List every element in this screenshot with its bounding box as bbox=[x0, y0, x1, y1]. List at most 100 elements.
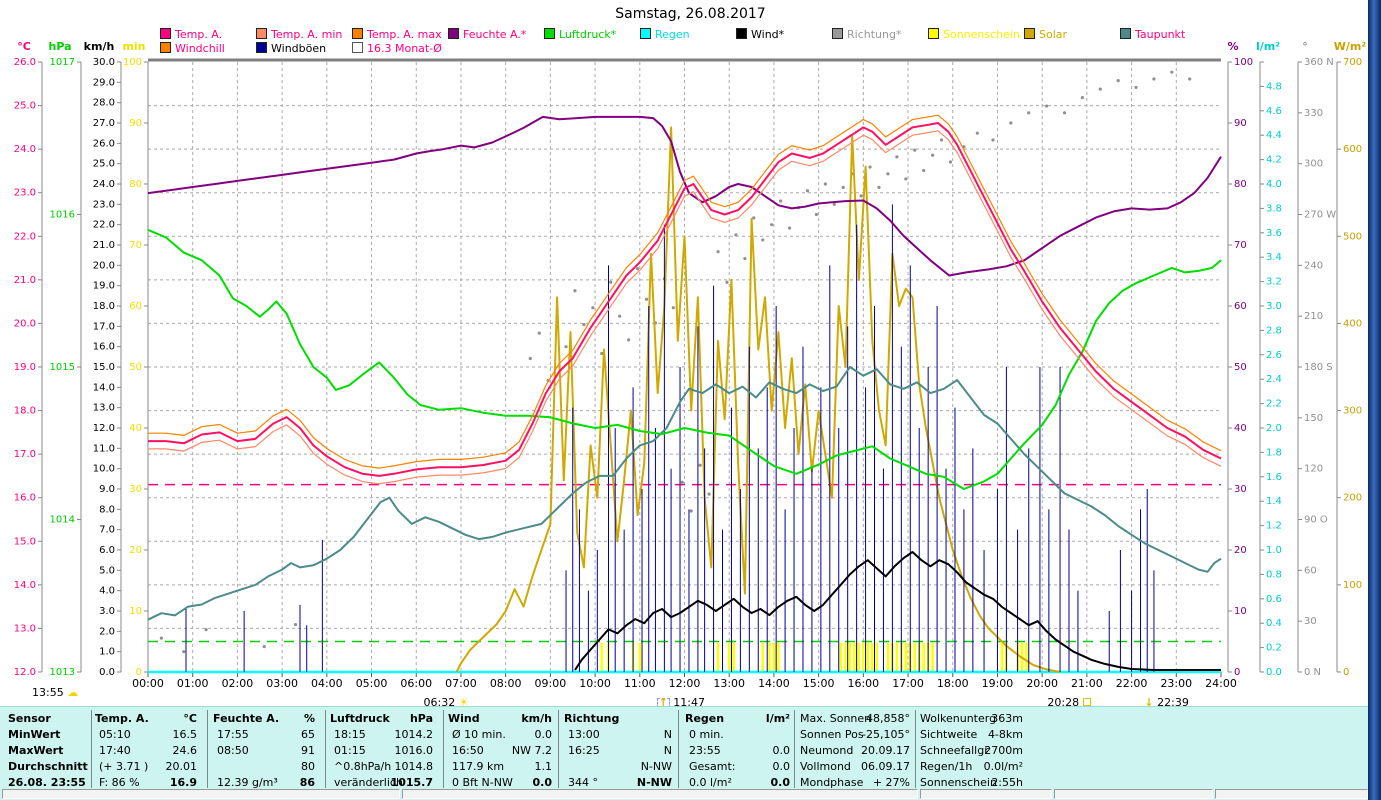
series-richtung bbox=[841, 185, 845, 189]
series-sonnenschein bbox=[732, 642, 735, 672]
series-sonnenschein bbox=[772, 642, 776, 672]
axis-unit-wm2: W/m² bbox=[1333, 40, 1367, 53]
series-richtung bbox=[537, 331, 541, 335]
series-richtung bbox=[991, 138, 995, 142]
axis-tick-label: 70 bbox=[1234, 240, 1247, 251]
axis-tick-label: 23:00 bbox=[1160, 677, 1192, 690]
legend-swatch-monat-avg bbox=[352, 42, 363, 53]
stat-label: Ø 10 min. bbox=[452, 728, 506, 741]
series-richtung bbox=[671, 306, 675, 310]
stat-label: 01:15 bbox=[334, 744, 366, 757]
series-luftdruck bbox=[147, 228, 1222, 490]
axis-tick-label: 13:00 bbox=[713, 677, 745, 690]
stat-label: Regen/1h bbox=[920, 760, 973, 773]
axis-tick-label: 500 bbox=[1343, 231, 1362, 242]
series-richtung bbox=[939, 138, 944, 142]
axis-tick-label: 13.0 bbox=[93, 403, 115, 414]
series-richtung bbox=[904, 177, 908, 181]
legend-label: Wind* bbox=[751, 28, 785, 41]
stat-value: N-NW bbox=[640, 760, 672, 773]
legend-swatch-temp-a-max bbox=[352, 28, 363, 39]
table-separator bbox=[325, 710, 326, 788]
stat-value: 91 bbox=[301, 744, 315, 757]
series-richtung bbox=[913, 148, 917, 152]
axis-tick-label: 100 bbox=[1343, 580, 1362, 591]
series-richtung bbox=[1188, 77, 1192, 81]
series-richtung bbox=[877, 185, 881, 189]
legend-label: Solar bbox=[1039, 28, 1068, 41]
axis-tick-label: 13.0 bbox=[14, 623, 36, 634]
series-richtung bbox=[734, 233, 738, 237]
legend-label: Richtung* bbox=[847, 28, 902, 41]
table-separator bbox=[558, 710, 559, 788]
axis-tick-label: 1015 bbox=[50, 362, 75, 373]
axis-tick-label: 4.6 bbox=[1266, 106, 1282, 117]
axis-tick-label: 01:00 bbox=[177, 677, 209, 690]
col-header: Temp. A. bbox=[95, 712, 149, 725]
axis-tick-label: 20.0 bbox=[14, 318, 36, 329]
series-richtung bbox=[922, 168, 926, 173]
stat-label: 08:50 bbox=[217, 744, 249, 757]
series-richtung bbox=[618, 314, 622, 318]
axis-tick-label: 210 bbox=[1304, 311, 1323, 322]
legend-swatch-windboeen bbox=[256, 42, 267, 53]
axis-tick-label: 11:00 bbox=[624, 677, 656, 690]
stat-value: 20.09.17 bbox=[861, 744, 910, 757]
legend-swatch-feuchte-a bbox=[448, 28, 459, 39]
axis-tick-label: 26.0 bbox=[93, 138, 115, 149]
axis-tick-label: 180 S bbox=[1304, 362, 1333, 373]
axis-tick-label: 60 bbox=[1304, 565, 1317, 576]
axis-tick-label: 15:00 bbox=[803, 677, 835, 690]
table-separator bbox=[794, 710, 795, 788]
axis-tick-label: 12:00 bbox=[669, 677, 701, 690]
axis-tick-label: 14.0 bbox=[14, 580, 36, 591]
series-sonnenschein bbox=[777, 642, 780, 672]
series-feuchte bbox=[147, 115, 1222, 277]
series-richtung bbox=[931, 153, 935, 157]
axis-tick-label: 40 bbox=[129, 423, 142, 434]
series-richtung bbox=[1062, 111, 1067, 115]
axis-tick-label: 18.0 bbox=[14, 406, 36, 417]
axis-tick-label: 22.0 bbox=[14, 231, 36, 242]
axis-tick-label: 3.0 bbox=[99, 606, 115, 617]
series-richtung bbox=[1116, 79, 1120, 83]
series-sonnenschein bbox=[638, 642, 642, 672]
table-separator bbox=[443, 710, 444, 788]
page-title: Samstag, 26.08.2017 bbox=[615, 6, 766, 22]
legend-swatch-luftdruck bbox=[544, 28, 555, 39]
axis-tick-label: 0.2 bbox=[1266, 643, 1282, 654]
legend-item-sonnenschein: Sonnenschein bbox=[928, 28, 1020, 41]
axis-tick-label: 4.0 bbox=[99, 586, 115, 597]
axis-tick-label: 0.6 bbox=[1266, 594, 1282, 605]
series-sonnenschein bbox=[761, 642, 764, 672]
series-richtung bbox=[573, 289, 577, 293]
series-temp-max bbox=[148, 114, 1222, 469]
stat-label: 23:55 bbox=[689, 744, 721, 757]
stat-value: 1.1 bbox=[534, 760, 553, 773]
series-sonnenschein bbox=[844, 642, 847, 672]
legend-swatch-solar bbox=[1024, 28, 1035, 39]
series-richtung bbox=[868, 165, 872, 169]
axis-tick-label: 22.0 bbox=[93, 220, 115, 231]
axis-tick-label: 21:00 bbox=[1071, 677, 1103, 690]
legend-swatch-temp-a-min bbox=[256, 28, 267, 39]
axis-tick-label: 15.0 bbox=[93, 362, 115, 373]
col-header: Wind bbox=[448, 712, 480, 725]
col-unit: l/m² bbox=[765, 712, 790, 725]
axis-tick-label: 17.0 bbox=[14, 449, 36, 460]
axis-unit-temp: °C bbox=[17, 40, 31, 53]
legend-label: Windböen bbox=[271, 42, 327, 55]
axis-tick-label: 300 bbox=[1343, 406, 1362, 417]
axis-tick-label: 150 bbox=[1304, 413, 1323, 424]
axis-tick-label: 12.0 bbox=[14, 667, 36, 678]
stat-value: 20.01 bbox=[165, 760, 198, 773]
axis-unit-lm2: l/m² bbox=[1255, 40, 1281, 53]
axis-tick-label: 04:00 bbox=[311, 677, 343, 690]
axis-tick-label: 2.4 bbox=[1266, 374, 1282, 385]
legend-label: Temp. A. bbox=[175, 28, 223, 41]
legend-item-taupunkt: Taupunkt bbox=[1120, 28, 1185, 41]
axis-tick-label: 24.0 bbox=[14, 144, 36, 155]
series-sonnenschein bbox=[871, 642, 874, 672]
stat-value: 0.0l/m² bbox=[983, 760, 1023, 773]
stat-value: 363m bbox=[991, 712, 1023, 725]
